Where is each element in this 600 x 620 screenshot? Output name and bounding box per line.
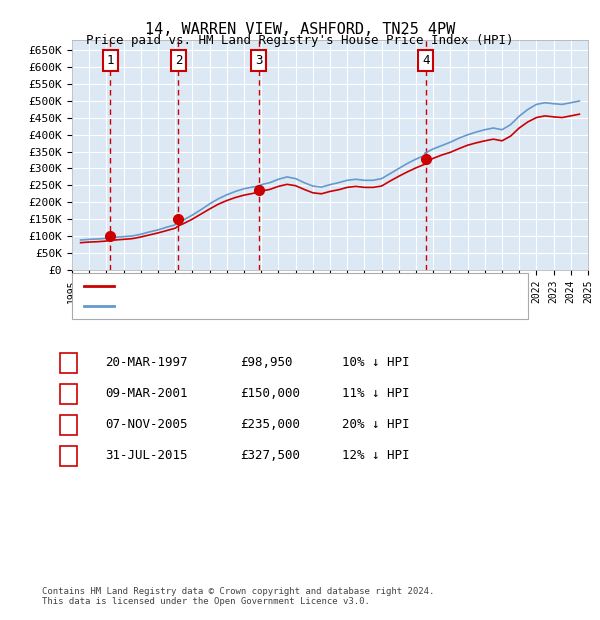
Text: HPI: Average price, detached house, Ashford: HPI: Average price, detached house, Ashf… [120,301,389,311]
Text: 14, WARREN VIEW, ASHFORD, TN25 4PW (detached house): 14, WARREN VIEW, ASHFORD, TN25 4PW (deta… [120,281,439,291]
Text: 14, WARREN VIEW, ASHFORD, TN25 4PW: 14, WARREN VIEW, ASHFORD, TN25 4PW [145,22,455,37]
Text: 3: 3 [255,54,262,67]
Text: 2: 2 [65,388,72,400]
Text: Contains HM Land Registry data © Crown copyright and database right 2024.
This d: Contains HM Land Registry data © Crown c… [42,587,434,606]
Text: Price paid vs. HM Land Registry's House Price Index (HPI): Price paid vs. HM Land Registry's House … [86,34,514,47]
Text: 20% ↓ HPI: 20% ↓ HPI [342,418,409,431]
Text: 10% ↓ HPI: 10% ↓ HPI [342,356,409,369]
Text: 20-MAR-1997: 20-MAR-1997 [105,356,187,369]
Text: 11% ↓ HPI: 11% ↓ HPI [342,388,409,400]
Text: 1: 1 [65,356,72,369]
Text: 4: 4 [422,54,430,67]
Text: £235,000: £235,000 [240,418,300,431]
Text: £98,950: £98,950 [240,356,293,369]
Text: £150,000: £150,000 [240,388,300,400]
Text: £327,500: £327,500 [240,450,300,462]
Text: 1: 1 [106,54,114,67]
Text: 07-NOV-2005: 07-NOV-2005 [105,418,187,431]
Text: 09-MAR-2001: 09-MAR-2001 [105,388,187,400]
Text: 3: 3 [65,418,72,431]
Text: 12% ↓ HPI: 12% ↓ HPI [342,450,409,462]
Text: 31-JUL-2015: 31-JUL-2015 [105,450,187,462]
Text: 2: 2 [175,54,182,67]
Text: 4: 4 [65,450,72,462]
